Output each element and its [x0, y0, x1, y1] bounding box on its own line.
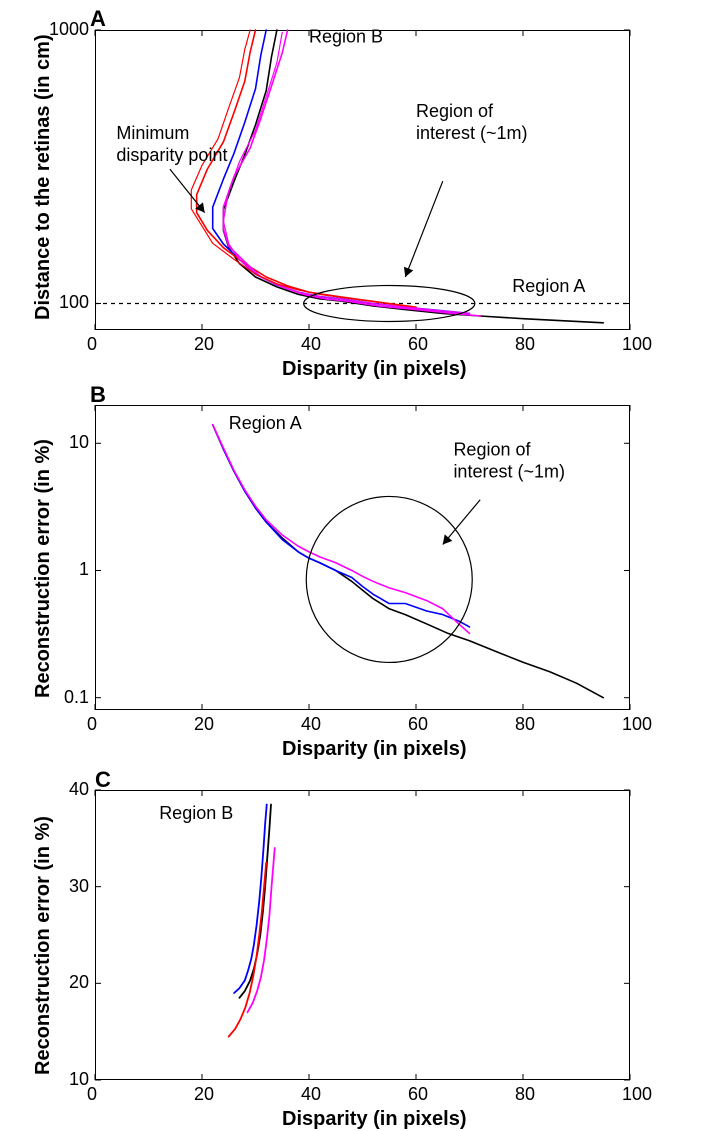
ytick-label: 40: [69, 779, 89, 800]
svg-text:Region A: Region A: [229, 413, 302, 433]
ytick-label: 100: [59, 292, 89, 313]
ytick-label: 10: [69, 1069, 89, 1090]
panel-c-ylabel: Reconstruction error (in %): [32, 816, 55, 1075]
panel-c: Region B: [95, 790, 630, 1080]
svg-text:Region A: Region A: [512, 276, 585, 296]
xtick-label: 60: [408, 334, 428, 355]
xtick-label: 0: [87, 714, 97, 735]
svg-text:Region B: Region B: [159, 803, 233, 823]
panel-a: Region B Region A Minimumdisparity point Re…: [95, 30, 630, 330]
svg-text:disparity point: disparity point: [116, 145, 227, 165]
svg-text:Region B: Region B: [309, 27, 383, 47]
ytick-label: 20: [69, 972, 89, 993]
svg-text:interest (~1m): interest (~1m): [453, 462, 565, 482]
panel-a-svg: Region B Region A Minimumdisparity point Re…: [95, 30, 630, 330]
xtick-label: 60: [408, 714, 428, 735]
svg-text:interest (~1m): interest (~1m): [416, 123, 528, 143]
panel-c-letter: C: [95, 767, 111, 793]
xtick-label: 100: [622, 1084, 652, 1105]
xtick-label: 20: [194, 1084, 214, 1105]
panel-c-xlabel: Disparity (in pixels): [282, 1108, 467, 1131]
panel-b-ylabel: Reconstruction error (in %): [32, 439, 55, 698]
panel-a-xlabel: Disparity (in pixels): [282, 358, 467, 381]
xtick-label: 100: [622, 334, 652, 355]
xtick-label: 60: [408, 1084, 428, 1105]
ytick-label: 10: [69, 432, 89, 453]
xtick-label: 80: [515, 714, 535, 735]
panel-b-svg: Region A Region ofinterest (~1m): [95, 405, 630, 710]
xtick-label: 80: [515, 1084, 535, 1105]
xtick-label: 40: [301, 1084, 321, 1105]
svg-text:Region of: Region of: [416, 101, 494, 121]
panel-a-ylabel: Distance to the retinas (in cm): [32, 34, 55, 320]
panel-c-svg: Region B: [95, 790, 630, 1080]
xtick-label: 40: [301, 714, 321, 735]
ytick-label: 1: [79, 559, 89, 580]
ytick-label: 1000: [49, 19, 89, 40]
xtick-label: 80: [515, 334, 535, 355]
xtick-label: 40: [301, 334, 321, 355]
panel-b: Region A Region ofinterest (~1m): [95, 405, 630, 710]
panel-b-letter: B: [90, 382, 106, 408]
figure: Region B Region A Minimumdisparity point Re…: [0, 0, 715, 1130]
xtick-label: 0: [87, 334, 97, 355]
ytick-label: 30: [69, 876, 89, 897]
panel-b-xlabel: Disparity (in pixels): [282, 738, 467, 761]
svg-text:Region of: Region of: [453, 440, 531, 460]
panel-a-letter: A: [90, 6, 106, 32]
xtick-label: 20: [194, 714, 214, 735]
svg-text:Minimum: Minimum: [116, 123, 189, 143]
xtick-label: 100: [622, 714, 652, 735]
ytick-label: 0.1: [64, 687, 89, 708]
xtick-label: 20: [194, 334, 214, 355]
